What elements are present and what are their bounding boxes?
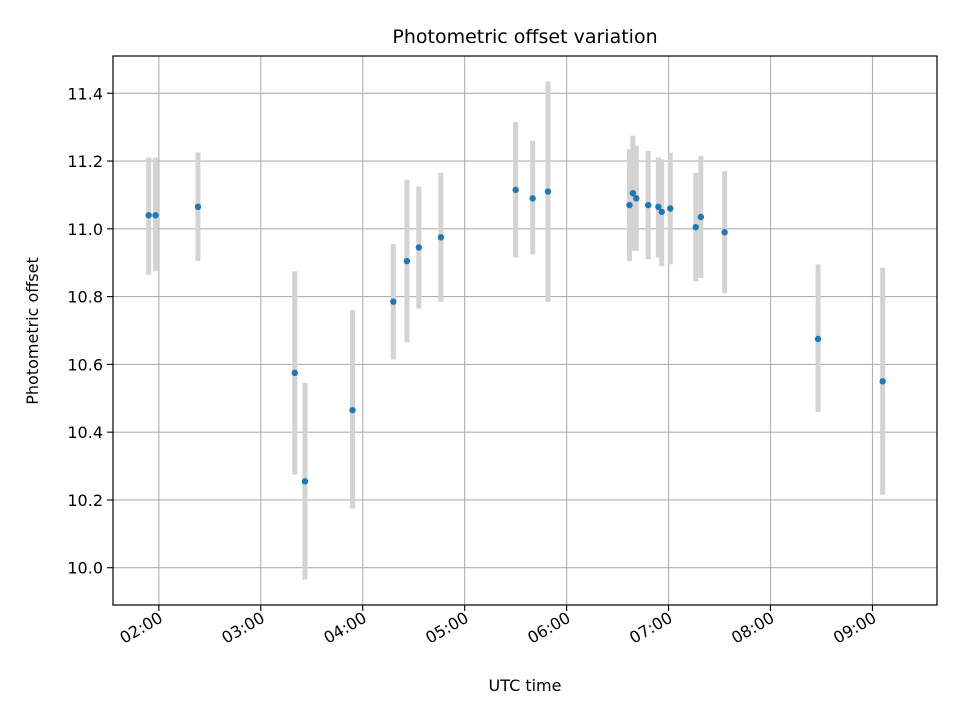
data-point — [544, 188, 552, 195]
data-point — [145, 212, 152, 219]
y-axis-title: Photometric offset — [23, 257, 42, 405]
y-tick-label: 10.6 — [67, 355, 103, 374]
data-point — [814, 335, 822, 343]
data-point — [291, 369, 298, 377]
y-tick-label: 11.0 — [67, 220, 103, 239]
data-point — [301, 478, 309, 485]
y-tick-label: 11.2 — [67, 152, 103, 171]
y-tick-label: 10.4 — [67, 423, 103, 442]
data-point — [655, 203, 662, 211]
y-tick-label: 10.8 — [67, 288, 103, 307]
data-points — [145, 186, 886, 485]
data-point — [644, 201, 652, 209]
data-point — [721, 229, 728, 236]
x-axis-title: UTC time — [489, 676, 562, 695]
data-point — [692, 223, 699, 231]
y-axis-ticks: 10.0 10.2 10.4 10.6 10.8 11.0 11.2 11.4 — [67, 84, 113, 578]
data-point — [529, 195, 536, 202]
grid-lines — [113, 56, 937, 605]
data-point — [403, 257, 411, 265]
data-point — [390, 298, 397, 305]
data-point — [512, 186, 519, 194]
data-point — [626, 201, 633, 209]
data-point — [667, 205, 674, 212]
y-tick-label: 10.2 — [67, 491, 103, 510]
data-point — [879, 378, 886, 385]
y-tick-label: 10.0 — [67, 559, 103, 578]
data-point — [194, 203, 202, 211]
y-tick-label: 11.4 — [67, 84, 103, 103]
data-point — [697, 213, 705, 221]
data-point — [633, 195, 640, 202]
plot-frame — [112, 55, 938, 606]
data-point — [629, 190, 637, 197]
data-point — [415, 244, 423, 251]
data-point — [658, 208, 665, 216]
data-point — [437, 234, 445, 241]
chart-title: Photometric offset variation — [392, 26, 657, 48]
data-point — [152, 212, 159, 219]
data-point — [349, 406, 356, 414]
